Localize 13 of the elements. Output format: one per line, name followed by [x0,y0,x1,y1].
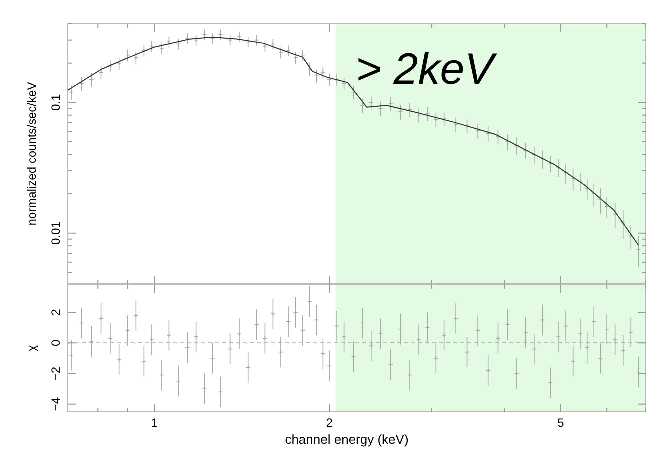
x-tick-label: 2 [326,416,334,430]
y-tick-label: 2 [49,308,63,316]
y-tick-label: 0.01 [49,221,63,246]
y-tick-label: −2 [49,366,63,381]
y-axis-title: χ [25,344,39,352]
y-tick-label: 0.1 [49,94,63,112]
y-axis-title: normalized counts/sec/keV [25,82,39,226]
band-label: > 2keV [356,45,498,94]
x-tick-label: 5 [558,416,565,430]
x-tick-label: 1 [151,416,158,430]
y-tick-label: −4 [49,397,63,412]
x-axis-title: channel energy (keV) [285,432,409,447]
y-tick-label: 0 [49,339,63,346]
